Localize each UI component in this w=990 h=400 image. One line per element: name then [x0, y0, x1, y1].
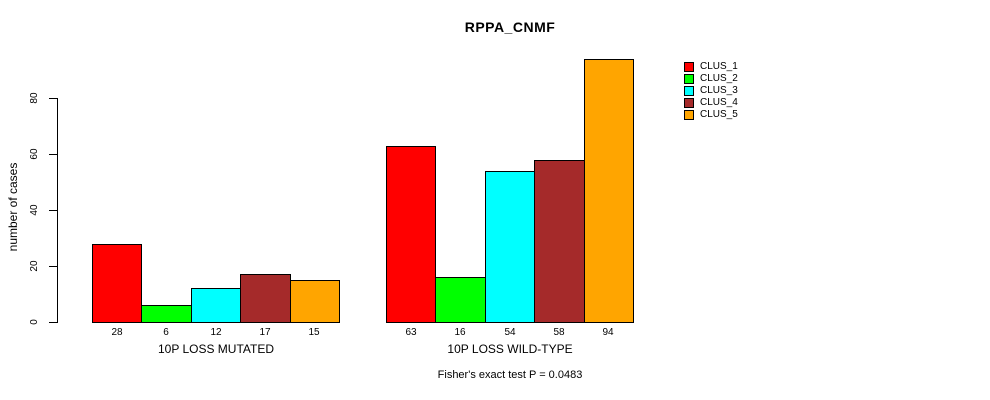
bar-clus_4-group2	[534, 160, 585, 323]
y-axis-tick	[49, 322, 57, 323]
legend-item: CLUS_3	[684, 85, 738, 97]
bar-value-label: 28	[111, 327, 123, 338]
bar-value-label: 17	[259, 327, 271, 338]
y-axis-label: number of cases	[6, 162, 20, 252]
y-axis-tick	[49, 266, 57, 267]
y-axis-tick	[49, 154, 57, 155]
y-axis-tick-label: 40	[28, 204, 40, 216]
bar-clus_3-group2	[485, 171, 535, 323]
bar-clus_4-group1	[240, 274, 291, 323]
y-axis-tick	[49, 98, 57, 99]
fisher-test-note: Fisher's exact test P = 0.0483	[437, 369, 583, 381]
y-axis-tick-label: 0	[28, 319, 40, 325]
bar-clus_5-group1	[290, 280, 340, 323]
bar-clus_5-group2	[584, 59, 634, 323]
bar-value-label: 15	[308, 327, 320, 338]
y-axis-tick-label: 80	[28, 92, 40, 104]
legend-item: CLUS_4	[684, 97, 738, 109]
legend-item: CLUS_1	[684, 61, 738, 73]
legend-swatch-clus_2	[684, 74, 694, 84]
legend-swatch-clus_1	[684, 62, 694, 72]
legend-swatch-clus_3	[684, 86, 694, 96]
legend-swatch-clus_5	[684, 110, 694, 120]
bar-value-label: 16	[454, 327, 466, 338]
legend-item: CLUS_5	[684, 109, 738, 121]
legend: CLUS_1 CLUS_2 CLUS_3 CLUS_4 CLUS_5	[684, 61, 738, 121]
bar-clus_3-group1	[191, 288, 241, 323]
bar-value-label: 58	[553, 327, 565, 338]
y-axis-tick-label: 60	[28, 148, 40, 160]
legend-swatch-clus_4	[684, 98, 694, 108]
bar-value-label: 12	[210, 327, 222, 338]
bar-clus_1-group2	[386, 146, 436, 323]
chart-title: RPPA_CNMF	[464, 19, 556, 35]
y-axis-line	[57, 98, 58, 323]
x-group-label: 10P LOSS MUTATED	[157, 342, 275, 356]
legend-label: CLUS_3	[700, 85, 738, 96]
bar-clus_2-group1	[141, 305, 192, 323]
bar-value-label: 63	[405, 327, 417, 338]
legend-item: CLUS_2	[684, 73, 738, 85]
bar-value-label: 94	[602, 327, 614, 338]
bar-clus_1-group1	[92, 244, 142, 323]
bar-clus_2-group2	[435, 277, 486, 323]
y-axis-tick-label: 20	[28, 260, 40, 272]
legend-label: CLUS_2	[700, 73, 738, 84]
legend-label: CLUS_4	[700, 97, 738, 108]
bar-value-label: 6	[163, 327, 169, 338]
legend-label: CLUS_1	[700, 61, 738, 72]
x-group-label: 10P LOSS WILD-TYPE	[447, 342, 573, 356]
legend-label: CLUS_5	[700, 109, 738, 120]
y-axis-tick	[49, 210, 57, 211]
bar-value-label: 54	[504, 327, 516, 338]
